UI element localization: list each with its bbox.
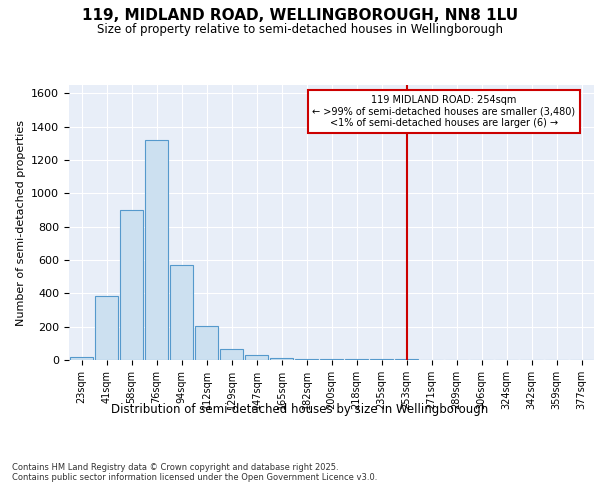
Bar [245,355,268,360]
Text: 119, MIDLAND ROAD, WELLINGBOROUGH, NN8 1LU: 119, MIDLAND ROAD, WELLINGBOROUGH, NN8 1… [82,8,518,22]
Bar [269,358,293,360]
Bar [295,359,319,360]
Bar [344,359,368,360]
Y-axis label: Number of semi-detached properties: Number of semi-detached properties [16,120,26,326]
Text: Size of property relative to semi-detached houses in Wellingborough: Size of property relative to semi-detach… [97,22,503,36]
Bar [119,210,143,360]
Text: 119 MIDLAND ROAD: 254sqm
← >99% of semi-detached houses are smaller (3,480)
<1% : 119 MIDLAND ROAD: 254sqm ← >99% of semi-… [313,95,575,128]
Bar [395,359,418,360]
Text: Contains HM Land Registry data © Crown copyright and database right 2025.: Contains HM Land Registry data © Crown c… [12,462,338,471]
Bar [145,140,169,360]
Bar [194,326,218,360]
Text: Contains public sector information licensed under the Open Government Licence v3: Contains public sector information licen… [12,472,377,482]
Bar [95,296,118,360]
Bar [220,349,244,360]
Bar [170,265,193,360]
Bar [70,356,94,360]
Bar [320,359,343,360]
Bar [370,359,394,360]
Text: Distribution of semi-detached houses by size in Wellingborough: Distribution of semi-detached houses by … [112,402,488,415]
